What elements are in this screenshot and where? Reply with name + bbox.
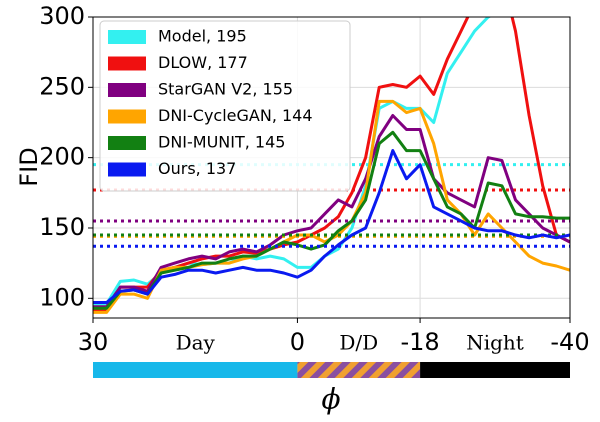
legend-label: DNI-CycleGAN, 144 (158, 106, 313, 125)
y-tick-label: 300 (39, 2, 85, 30)
legend-box (99, 20, 351, 192)
y-tick-label: 200 (39, 143, 85, 171)
legend-label: Ours, 137 (158, 159, 236, 178)
x-tick-label: 0 (290, 328, 305, 356)
y-tick-label: 150 (39, 213, 85, 241)
x-tick-label: -40 (550, 328, 589, 356)
legend-swatch (108, 30, 146, 44)
phase-label: Night (466, 331, 524, 355)
phase-band (297, 362, 421, 378)
series-line (93, 149, 570, 304)
phase-band (93, 362, 298, 378)
legend-swatch (108, 136, 146, 150)
legend: Model, 195 DLOW, 177 StarGAN V2, 155 DNI-Cy… (99, 20, 351, 192)
legend-label: Model, 195 (158, 27, 247, 46)
y-axis-label: FID (15, 147, 43, 186)
legend-swatch (108, 162, 146, 177)
series-line (93, 130, 570, 310)
phase-band (420, 362, 570, 378)
legend-label: DLOW, 177 (158, 53, 248, 72)
phase-label: D/D (339, 331, 378, 355)
legend-swatch (108, 109, 146, 124)
x-tick-label: 30 (78, 328, 109, 356)
legend-label: StarGAN V2, 155 (158, 80, 293, 99)
series-line (93, 114, 570, 309)
legend-label: DNI-MUNIT, 145 (158, 133, 285, 152)
legend-swatch (108, 56, 146, 71)
plot-frame (92, 16, 571, 319)
x-tick-label: -18 (400, 328, 439, 356)
legend-swatch (108, 83, 146, 97)
x-axis-label: ϕ (321, 383, 340, 416)
y-tick-label: 100 (39, 283, 85, 311)
y-tick-label: 250 (39, 72, 85, 100)
phase-label: Day (176, 331, 216, 355)
